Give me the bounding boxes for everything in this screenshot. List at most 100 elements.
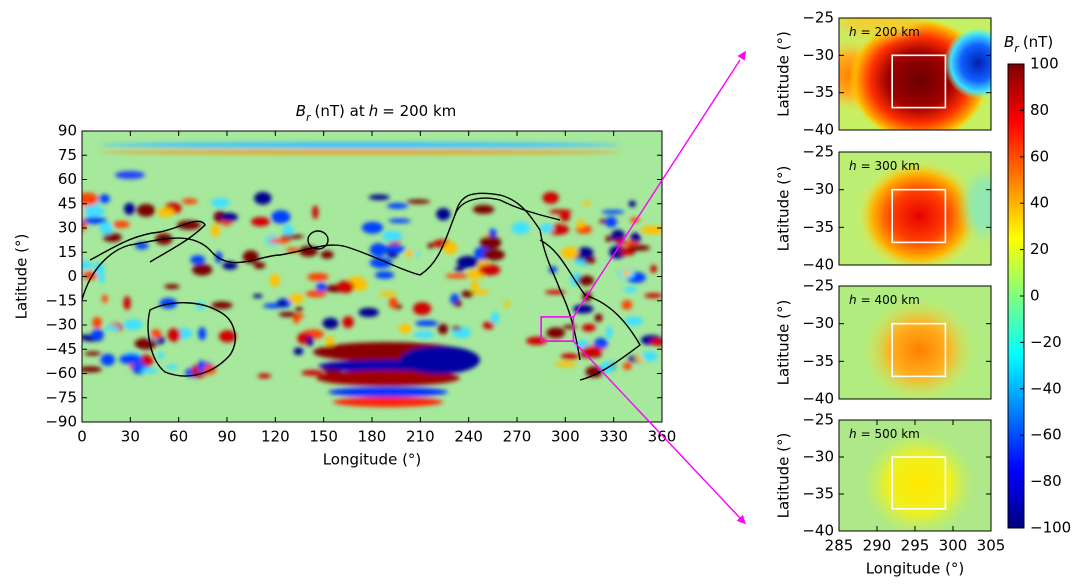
colorbar-tick-label: 60 — [1030, 147, 1049, 165]
region-box — [891, 54, 947, 109]
panel-label-part: h — [849, 427, 857, 441]
x-tick-label: 180 — [358, 428, 387, 446]
field-map — [82, 131, 662, 422]
field-panel-400 — [839, 286, 991, 399]
y-tick-label: 30 — [58, 219, 77, 237]
x-tick-label: 90 — [217, 428, 236, 446]
region-box — [891, 322, 947, 378]
region-box — [891, 456, 947, 510]
colorbar-tick-label: 0 — [1030, 287, 1040, 305]
y-axis-label: Latitude (°) — [775, 300, 793, 386]
x-tick-label: 270 — [503, 428, 532, 446]
field-panel-200 — [839, 18, 991, 130]
chart-title: Br (nT) at h = 200 km — [296, 102, 457, 124]
inset-arrowhead — [736, 514, 746, 525]
colorbar-tick-label: −40 — [1030, 379, 1062, 397]
x-tick-label: 120 — [261, 428, 290, 446]
y-tick-label: −35 — [802, 352, 834, 370]
colorbar-label-part: (nT) — [1023, 33, 1053, 51]
x-axis-label: Longitude (°) — [866, 560, 965, 578]
y-tick-label: −25 — [802, 277, 834, 295]
y-tick-label: −35 — [802, 485, 834, 503]
panel-label-part: h — [849, 25, 857, 39]
y-tick-label: −35 — [802, 83, 834, 101]
x-tick-label: 30 — [121, 428, 140, 446]
y-tick-label: −30 — [802, 46, 834, 64]
inset-arrow — [572, 59, 741, 318]
axes-frame — [838, 17, 992, 131]
x-tick-label: 60 — [169, 428, 188, 446]
colorbar-tick-label: −20 — [1030, 333, 1062, 351]
chart-title-part: = 200 km — [382, 102, 456, 120]
chart-title-part: B — [296, 102, 306, 120]
y-tick-label: −30 — [802, 448, 834, 466]
y-tick-label: −25 — [802, 411, 834, 429]
y-tick-label: −30 — [802, 180, 834, 198]
y-tick-label: 60 — [58, 170, 77, 188]
field-panel-300 — [839, 152, 991, 265]
colorbar-tick-label: −100 — [1030, 519, 1071, 537]
y-tick-label: −40 — [802, 121, 834, 139]
y-tick-label: −40 — [802, 522, 834, 540]
region-box — [891, 188, 947, 244]
colorbar-tick-label: 40 — [1030, 194, 1049, 212]
panel-label: h = 400 km — [849, 293, 920, 307]
y-tick-label: −60 — [45, 364, 77, 382]
y-tick-label: −40 — [802, 390, 834, 408]
y-tick-label: 45 — [58, 194, 77, 212]
colorbar-tick-label: 100 — [1030, 55, 1059, 73]
chart-title-part: h — [369, 102, 379, 120]
y-tick-label: 0 — [67, 267, 77, 285]
panel-label: h = 500 km — [849, 427, 920, 441]
colorbar-tick-label: −60 — [1030, 426, 1062, 444]
panel-label: h = 200 km — [849, 25, 920, 39]
y-axis-label: Latitude (°) — [13, 234, 31, 320]
chart-title-part: r — [306, 111, 312, 124]
y-tick-label: −75 — [45, 388, 77, 406]
y-tick-label: −15 — [45, 291, 77, 309]
y-axis-label: Latitude (°) — [775, 166, 793, 252]
inset-arrow — [572, 340, 741, 519]
colorbar-tick-label: 80 — [1030, 101, 1049, 119]
x-tick-label: 285 — [825, 537, 854, 555]
x-tick-label: 295 — [901, 537, 930, 555]
y-axis-label: Latitude (°) — [775, 433, 793, 519]
y-axis-label: Latitude (°) — [775, 31, 793, 117]
y-tick-label: −45 — [45, 340, 77, 358]
y-tick-label: −25 — [802, 143, 834, 161]
chart-title-part: (nT) at — [315, 102, 365, 120]
x-tick-label: 150 — [309, 428, 338, 446]
panel-label-part: h — [849, 159, 857, 173]
x-tick-label: 360 — [648, 428, 677, 446]
x-tick-label: 300 — [939, 537, 968, 555]
colorbar-tick-label: −80 — [1030, 472, 1062, 490]
panel-label: h = 300 km — [849, 159, 920, 173]
y-tick-label: −30 — [802, 314, 834, 332]
x-tick-label: 240 — [454, 428, 483, 446]
x-tick-label: 290 — [863, 537, 892, 555]
y-tick-label: 75 — [58, 146, 77, 164]
y-tick-label: 15 — [58, 243, 77, 261]
colorbar-label-part: B — [1004, 33, 1014, 51]
panel-label-part: = 200 km — [861, 25, 920, 39]
x-tick-label: 305 — [977, 537, 1006, 555]
y-tick-label: −30 — [45, 316, 77, 334]
inset-arrowhead — [737, 50, 746, 61]
panel-label-part: h — [849, 293, 857, 307]
colorbar-label-part: r — [1014, 42, 1020, 55]
y-tick-label: 90 — [58, 122, 77, 140]
panel-label-part: = 500 km — [861, 427, 920, 441]
colorbar-tick-label: 20 — [1030, 240, 1049, 258]
axes-frame — [838, 285, 992, 400]
y-tick-label: −40 — [802, 256, 834, 274]
x-tick-label: 0 — [77, 428, 87, 446]
panel-label-part: = 400 km — [861, 293, 920, 307]
x-tick-label: 210 — [406, 428, 435, 446]
colorbar-label: Br (nT) — [1004, 33, 1053, 55]
axes-frame — [838, 151, 992, 266]
x-tick-label: 300 — [551, 428, 580, 446]
x-tick-label: 330 — [599, 428, 628, 446]
x-axis-label: Longitude (°) — [323, 451, 422, 469]
y-tick-label: −25 — [802, 9, 834, 27]
